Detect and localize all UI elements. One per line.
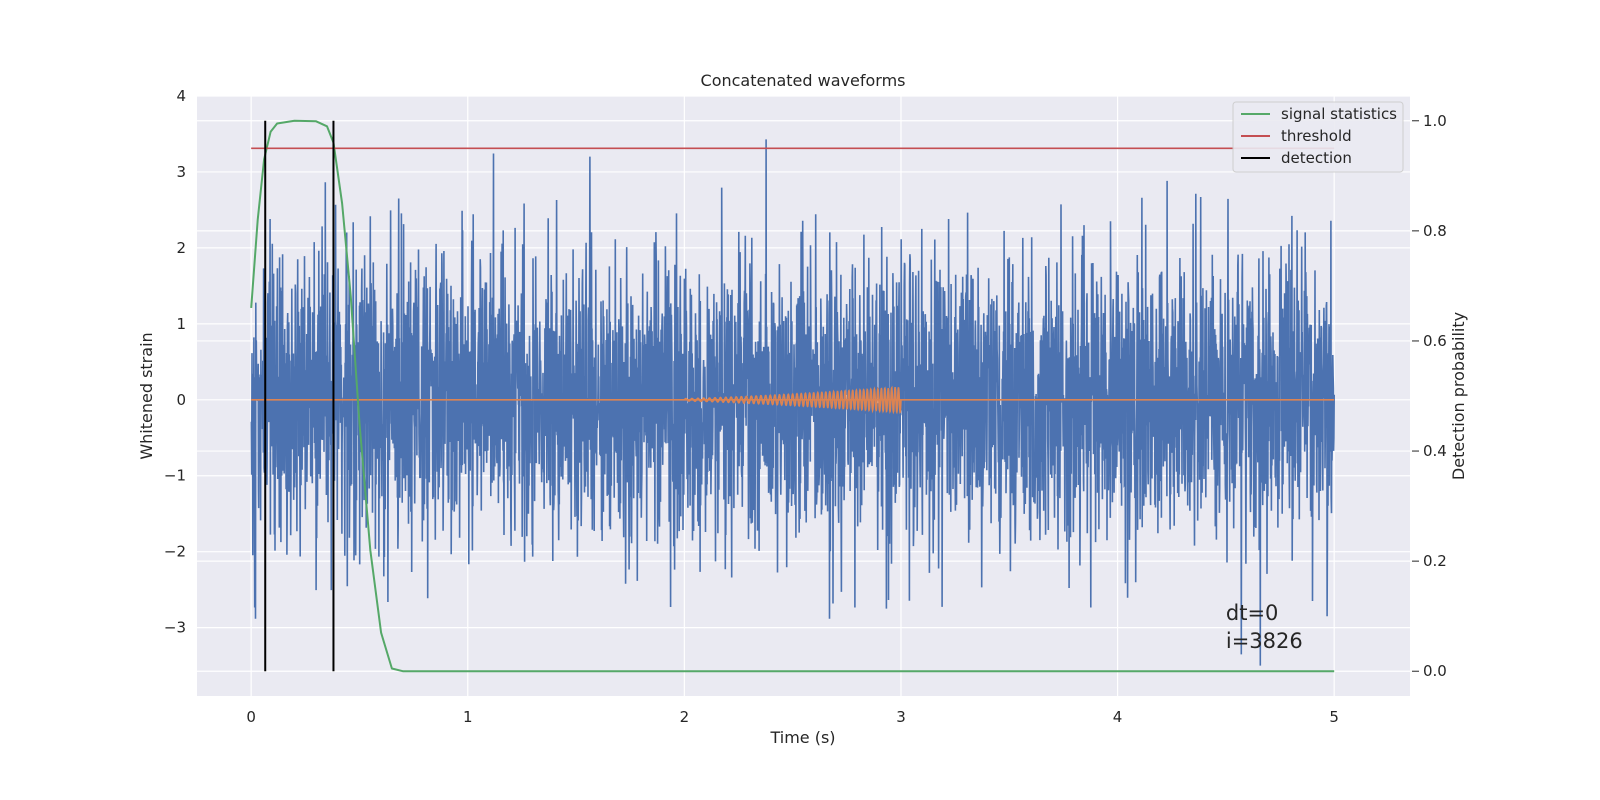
signal-statistics-line xyxy=(250,119,1335,673)
y2-tick-label: 0.2 xyxy=(1423,552,1447,570)
y2-tick-label: 0.0 xyxy=(1423,662,1447,680)
y-tick-label: 3 xyxy=(176,163,186,181)
y2-axis-label: Detection probability xyxy=(1449,312,1468,480)
x-tick-label: 2 xyxy=(680,708,690,726)
x-axis-label: Time (s) xyxy=(769,728,835,747)
y-tick-label: 1 xyxy=(176,315,186,333)
x-tick-label: 0 xyxy=(246,708,256,726)
y-tick-label: 2 xyxy=(176,239,186,257)
strain-line xyxy=(250,139,1335,666)
strain-series xyxy=(250,139,1335,666)
legend-label-threshold: threshold xyxy=(1281,127,1352,145)
x-tick-label: 1 xyxy=(463,708,473,726)
legend-label-signal-statistics: signal statistics xyxy=(1281,105,1397,123)
y-tick-label: −1 xyxy=(164,467,186,485)
y-tick-label: −3 xyxy=(164,619,186,637)
y-tick-label: 0 xyxy=(176,391,186,409)
annotation-dt: dt=0 xyxy=(1226,601,1279,625)
y2-tick-label: 0.6 xyxy=(1423,332,1447,350)
signal-statistics-series xyxy=(250,119,1335,673)
injected-series xyxy=(251,385,1335,415)
injected-chirp-line xyxy=(683,385,902,415)
chart-title: Concatenated waveforms xyxy=(701,71,906,90)
x-tick-label: 5 xyxy=(1329,708,1339,726)
tick-labels: 0 1 2 3 4 5 −3 −2 −1 0 1 2 3 4 0.0 0.2 0.4 0.6 0.8 1.0 xyxy=(164,87,1447,726)
legend: signal statistics threshold detection xyxy=(1232,101,1404,173)
y2-tick-label: 0.8 xyxy=(1423,222,1447,240)
y2-tick-label: 0.4 xyxy=(1423,442,1447,460)
y-tick-label: 4 xyxy=(176,87,186,105)
y-axis-label: Whitened strain xyxy=(137,332,156,459)
legend-box xyxy=(1232,101,1404,173)
y-tick-label: −2 xyxy=(164,543,186,561)
annotation-index: i=3826 xyxy=(1226,629,1303,653)
y2-tick-label: 1.0 xyxy=(1423,112,1447,130)
x-tick-label: 3 xyxy=(896,708,906,726)
x-tick-label: 4 xyxy=(1113,708,1123,726)
legend-label-detection: detection xyxy=(1281,149,1352,167)
